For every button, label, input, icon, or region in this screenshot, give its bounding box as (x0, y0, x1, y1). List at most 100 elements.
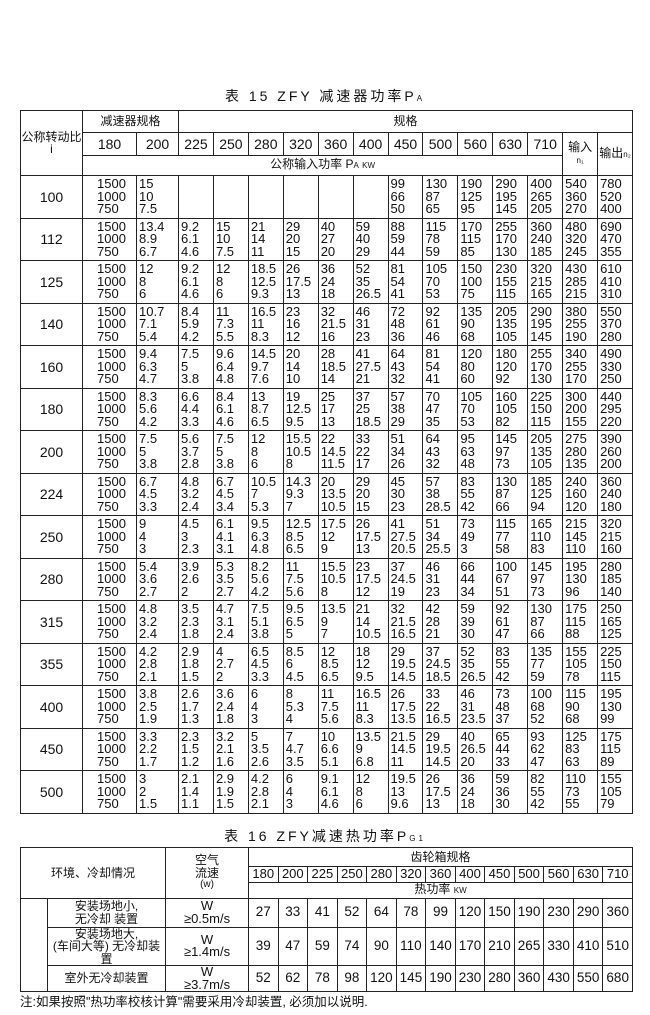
power-cell-320: 37 25 18.5 (352, 387, 389, 431)
ratio-cell: 125 (20, 260, 83, 304)
cell-value: 2.3 (181, 541, 200, 556)
cell-value: 20.5 (390, 541, 416, 556)
cell-value: 14.5 (390, 668, 416, 684)
cell-value: 7.5 (215, 243, 235, 259)
cell-value: 48 (390, 316, 406, 331)
cell-value: 4 (250, 698, 259, 714)
cell-value: 18 (320, 286, 336, 301)
cell-value: 1000 (97, 358, 126, 374)
power-header: 公称输入功率 PA KW (81, 155, 564, 176)
cell-value: 1.5 (139, 796, 158, 811)
cell-value: 64 (425, 431, 440, 446)
air-header-line: 流速 (195, 865, 220, 880)
cell-value: 5.3 (285, 698, 304, 714)
cell-value: 6.1 (181, 231, 200, 246)
cell-value: 44 (495, 741, 510, 756)
power-cell-710: 490 330 250 (597, 345, 633, 389)
cell-value: 41 (355, 346, 371, 361)
cell-value: 11 (250, 243, 265, 259)
cell-value: 12 (320, 528, 336, 544)
ratio-cell: 140 (20, 302, 83, 346)
cell-value: 3.9 (181, 558, 200, 574)
power-cell-450: 95 63 48 (457, 430, 494, 474)
cell-value: 26.5 (355, 286, 381, 301)
cell-value: 24 (320, 273, 336, 289)
cell-value: ≥1.4m/s (183, 944, 231, 960)
power-cell-180: 2.9 1.8 1.5 (178, 642, 214, 686)
cell-value: 1500 (97, 601, 126, 616)
cell-value: 8.4 (181, 303, 200, 319)
output-speed-cell: 7.5 5 3.8 (135, 430, 180, 474)
cell-value: 750 (97, 498, 119, 514)
cell-value: 51 (425, 516, 440, 531)
cell-value: 40 (355, 231, 371, 246)
cell-value: 9 (355, 741, 363, 756)
table-row: 160 1500 1000 750 9.4 6.3 4.7 7.5 5 3.8 9.6 6.4 4.8 1… (20, 345, 633, 389)
cell-value: 12 (320, 643, 336, 659)
cell-value: 68 (460, 328, 475, 344)
power-cell-360: 32 21.5 16.5 (387, 600, 424, 644)
table-row: 400 1500 1000 750 3.8 2.5 1.9 2.6 1.7 1.3 3.6 2.4 1.… (20, 685, 633, 729)
thermal-power-cell-450: 210 (484, 926, 515, 966)
cell-value: 70 (460, 401, 475, 416)
power-cell-180: 4.5 3 2.3 (178, 515, 214, 559)
cell-value: 93 (530, 728, 545, 744)
cell-value: 96 (565, 583, 580, 599)
cell-value: 32 (390, 601, 406, 616)
power-cell-320: 46 31 23 (352, 302, 389, 346)
power-cell-450: 190 125 95 (457, 175, 494, 219)
cell-value: 6.3 (139, 358, 158, 374)
power-cell-630: 275 280 135 (562, 430, 599, 474)
cell-value: 190 (565, 328, 587, 344)
cell-value: 11 (355, 698, 370, 714)
cell-value: 1000 (97, 231, 126, 246)
ratio-cell: 450 (20, 727, 83, 771)
cell-value: 22 (320, 431, 336, 446)
output-speed-cell: 9.4 6.3 4.7 (135, 345, 180, 389)
air-header-line: (w) (200, 879, 214, 890)
cell-value: 29 (390, 413, 406, 429)
cell-value: 5.6 (139, 401, 158, 416)
cell-value: 215 (530, 273, 552, 289)
table-row: 280 1500 1000 750 5.4 3.6 2.7 3.9 2.6 2 5.3 3.5 2.7 8… (20, 557, 633, 601)
cell-value: 82 (495, 413, 510, 429)
ratio-cell: 100 (20, 175, 83, 219)
cell-value: 36 (320, 261, 336, 276)
cell-value: 10 (285, 371, 301, 386)
cell-value: 13.5 (320, 601, 347, 616)
cell-value: 1.2 (181, 753, 200, 769)
power-cell-560: 255 170 130 (527, 345, 564, 389)
cell-value: 520 (600, 188, 622, 204)
power-cell-630: 155 105 78 (562, 642, 599, 686)
power-cell-320: 41 27.5 21 (352, 345, 389, 389)
cell-value: 200 (600, 456, 622, 471)
cell-value: 6 (285, 771, 294, 786)
power-cell-225: 4.2 2.8 2.1 (247, 770, 284, 814)
power-cell-280: 28 18.5 14 (317, 345, 354, 389)
cell-value: 24.5 (425, 656, 451, 671)
output-speed-cell: 3 2 1.5 (135, 770, 180, 814)
cell-value: 130 (495, 473, 518, 489)
cell-value: 53 (460, 413, 475, 429)
cell-value: 120 (495, 358, 518, 374)
cell-value: 32 (425, 456, 440, 471)
cell-value: 8.2 (250, 558, 269, 574)
power-cell-630: 115 90 68 (562, 685, 599, 729)
power-cell-320 (352, 175, 389, 219)
size-630: 630 (572, 866, 604, 883)
cell-value: 8 (355, 783, 363, 799)
size-400: 400 (454, 866, 486, 883)
power-cell-500: 180 120 92 (492, 345, 529, 389)
cell-value: 8 (139, 273, 147, 289)
cell-value: 19.5 (390, 656, 416, 671)
thermal-power-cell-250: 74 (336, 926, 368, 966)
cell-value: 5.1 (250, 613, 269, 629)
cell-value: 180 (600, 498, 622, 514)
cell-value: 155 (600, 771, 622, 786)
cell-value: 2 (215, 668, 224, 684)
cell-value: 10 (320, 728, 336, 744)
power-cell-250 (282, 175, 319, 219)
power-cell-180: 2.6 1.7 1.3 (178, 685, 214, 729)
cell-value: 4.2 (250, 583, 269, 599)
cell-value: 105 (600, 783, 622, 799)
